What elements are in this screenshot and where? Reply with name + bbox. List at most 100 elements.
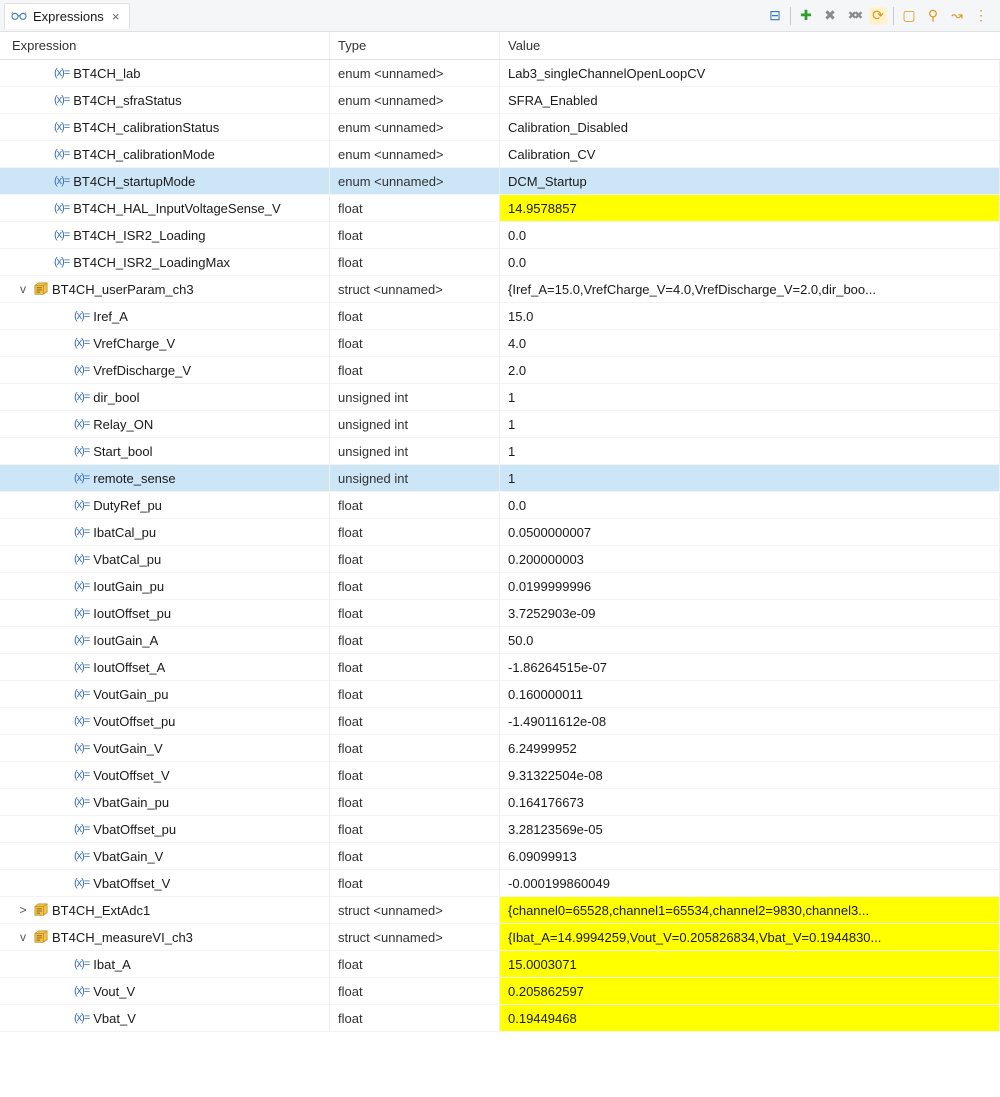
cell-expression[interactable]: (x)=Relay_ON [0, 411, 330, 437]
table-row[interactable]: (x)=Start_boolunsigned int1 [0, 438, 1000, 465]
cell-expression[interactable]: (x)=VbatOffset_pu [0, 816, 330, 842]
cell-value[interactable]: 50.0 [500, 627, 1000, 653]
cell-expression[interactable]: (x)=VoutGain_V [0, 735, 330, 761]
collapse-icon[interactable]: v [16, 930, 30, 944]
cell-expression[interactable]: >BT4CH_ExtAdc1 [0, 897, 330, 923]
cell-expression[interactable]: (x)=VrefDischarge_V [0, 357, 330, 383]
table-row[interactable]: (x)=VbatGain_Vfloat6.09099913 [0, 843, 1000, 870]
table-row[interactable]: (x)=Vbat_Vfloat0.19449468 [0, 1005, 1000, 1032]
cell-expression[interactable]: (x)=IbatCal_pu [0, 519, 330, 545]
cell-expression[interactable]: (x)=BT4CH_calibrationMode [0, 141, 330, 167]
cell-value[interactable]: {channel0=65528,channel1=65534,channel2=… [500, 897, 1000, 923]
cell-value[interactable]: SFRA_Enabled [500, 87, 1000, 113]
table-row[interactable]: (x)=VbatOffset_pufloat3.28123569e-05 [0, 816, 1000, 843]
cell-value[interactable]: 15.0 [500, 303, 1000, 329]
cell-value[interactable]: 1 [500, 465, 1000, 491]
table-row[interactable]: (x)=DutyRef_pufloat0.0 [0, 492, 1000, 519]
cell-value[interactable]: 0.0 [500, 249, 1000, 275]
table-row[interactable]: (x)=BT4CH_calibrationModeenum <unnamed>C… [0, 141, 1000, 168]
cell-value[interactable]: 14.9578857 [500, 195, 1000, 221]
table-row[interactable]: (x)=VoutGain_pufloat0.160000011 [0, 681, 1000, 708]
cell-value[interactable]: Lab3_singleChannelOpenLoopCV [500, 60, 1000, 86]
table-row[interactable]: (x)=VbatOffset_Vfloat-0.000199860049 [0, 870, 1000, 897]
cell-value[interactable]: DCM_Startup [500, 168, 1000, 194]
table-row[interactable]: (x)=VrefDischarge_Vfloat2.0 [0, 357, 1000, 384]
cell-value[interactable]: 0.0199999996 [500, 573, 1000, 599]
new-view-icon[interactable]: ▢ [900, 7, 918, 25]
cell-value[interactable]: Calibration_CV [500, 141, 1000, 167]
header-type[interactable]: Type [330, 32, 500, 59]
cell-value[interactable]: 0.200000003 [500, 546, 1000, 572]
tab-close-icon[interactable]: × [110, 9, 120, 24]
table-row[interactable]: (x)=IoutGain_pufloat0.0199999996 [0, 573, 1000, 600]
cell-expression[interactable]: (x)=VoutOffset_pu [0, 708, 330, 734]
cell-expression[interactable]: (x)=VbatOffset_V [0, 870, 330, 896]
cell-value[interactable]: 3.28123569e-05 [500, 816, 1000, 842]
cell-expression[interactable]: (x)=IoutOffset_pu [0, 600, 330, 626]
cell-expression[interactable]: (x)=IoutGain_pu [0, 573, 330, 599]
cell-expression[interactable]: (x)=VoutOffset_V [0, 762, 330, 788]
view-menu-icon[interactable]: ⋮ [972, 7, 990, 25]
table-row[interactable]: vBT4CH_userParam_ch3struct <unnamed>{Ire… [0, 276, 1000, 303]
table-row[interactable]: >BT4CH_ExtAdc1struct <unnamed>{channel0=… [0, 897, 1000, 924]
table-row[interactable]: (x)=Vout_Vfloat0.205862597 [0, 978, 1000, 1005]
table-row[interactable]: (x)=dir_boolunsigned int1 [0, 384, 1000, 411]
table-row[interactable]: (x)=BT4CH_startupModeenum <unnamed>DCM_S… [0, 168, 1000, 195]
table-row[interactable]: (x)=BT4CH_calibrationStatusenum <unnamed… [0, 114, 1000, 141]
table-row[interactable]: (x)=remote_senseunsigned int1 [0, 465, 1000, 492]
add-expression-icon[interactable]: ✚ [797, 7, 815, 25]
cell-expression[interactable]: vBT4CH_userParam_ch3 [0, 276, 330, 302]
cell-value[interactable]: -1.86264515e-07 [500, 654, 1000, 680]
remove-expression-icon[interactable]: ✖ [821, 7, 839, 25]
table-row[interactable]: (x)=BT4CH_ISR2_LoadingMaxfloat0.0 [0, 249, 1000, 276]
table-row[interactable]: (x)=Ibat_Afloat15.0003071 [0, 951, 1000, 978]
cell-expression[interactable]: (x)=VbatCal_pu [0, 546, 330, 572]
link-icon[interactable]: ↝ [948, 7, 966, 25]
cell-value[interactable]: 0.19449468 [500, 1005, 1000, 1031]
cell-value[interactable]: Calibration_Disabled [500, 114, 1000, 140]
cell-value[interactable]: 2.0 [500, 357, 1000, 383]
table-row[interactable]: (x)=IoutOffset_Afloat-1.86264515e-07 [0, 654, 1000, 681]
cell-expression[interactable]: (x)=dir_bool [0, 384, 330, 410]
cell-expression[interactable]: (x)=BT4CH_ISR2_LoadingMax [0, 249, 330, 275]
collapse-all-icon[interactable]: ⊟ [766, 7, 784, 25]
cell-expression[interactable]: (x)=Ibat_A [0, 951, 330, 977]
cell-value[interactable]: 0.164176673 [500, 789, 1000, 815]
cell-expression[interactable]: (x)=IoutOffset_A [0, 654, 330, 680]
cell-expression[interactable]: (x)=VoutGain_pu [0, 681, 330, 707]
cell-expression[interactable]: (x)=DutyRef_pu [0, 492, 330, 518]
cell-value[interactable]: 1 [500, 411, 1000, 437]
table-row[interactable]: (x)=VoutOffset_Vfloat9.31322504e-08 [0, 762, 1000, 789]
table-row[interactable]: (x)=Relay_ONunsigned int1 [0, 411, 1000, 438]
cell-expression[interactable]: (x)=remote_sense [0, 465, 330, 491]
cell-value[interactable]: -1.49011612e-08 [500, 708, 1000, 734]
cell-expression[interactable]: (x)=BT4CH_sfraStatus [0, 87, 330, 113]
table-row[interactable]: (x)=BT4CH_sfraStatusenum <unnamed>SFRA_E… [0, 87, 1000, 114]
tab-expressions[interactable]: Expressions × [4, 3, 130, 29]
table-row[interactable]: (x)=BT4CH_HAL_InputVoltageSense_Vfloat14… [0, 195, 1000, 222]
pin-icon[interactable]: ⚲ [924, 7, 942, 25]
cell-expression[interactable]: vBT4CH_measureVI_ch3 [0, 924, 330, 950]
cell-expression[interactable]: (x)=VrefCharge_V [0, 330, 330, 356]
table-row[interactable]: (x)=VbatCal_pufloat0.200000003 [0, 546, 1000, 573]
cell-expression[interactable]: (x)=Vbat_V [0, 1005, 330, 1031]
table-row[interactable]: (x)=VoutGain_Vfloat6.24999952 [0, 735, 1000, 762]
header-expression[interactable]: Expression [0, 32, 330, 59]
table-row[interactable]: (x)=BT4CH_ISR2_Loadingfloat0.0 [0, 222, 1000, 249]
cell-expression[interactable]: (x)=IoutGain_A [0, 627, 330, 653]
cell-value[interactable]: {Iref_A=15.0,VrefCharge_V=4.0,VrefDischa… [500, 276, 1000, 302]
cell-expression[interactable]: (x)=Start_bool [0, 438, 330, 464]
table-row[interactable]: (x)=IbatCal_pufloat0.0500000007 [0, 519, 1000, 546]
cell-value[interactable]: 0.0 [500, 492, 1000, 518]
table-row[interactable]: (x)=BT4CH_labenum <unnamed>Lab3_singleCh… [0, 60, 1000, 87]
cell-expression[interactable]: (x)=VbatGain_V [0, 843, 330, 869]
cell-expression[interactable]: (x)=BT4CH_calibrationStatus [0, 114, 330, 140]
table-row[interactable]: (x)=IoutGain_Afloat50.0 [0, 627, 1000, 654]
cell-value[interactable]: 6.24999952 [500, 735, 1000, 761]
table-row[interactable]: (x)=VrefCharge_Vfloat4.0 [0, 330, 1000, 357]
table-row[interactable]: (x)=IoutOffset_pufloat3.7252903e-09 [0, 600, 1000, 627]
cell-value[interactable]: 0.205862597 [500, 978, 1000, 1004]
table-row[interactable]: (x)=VoutOffset_pufloat-1.49011612e-08 [0, 708, 1000, 735]
cell-expression[interactable]: (x)=BT4CH_HAL_InputVoltageSense_V [0, 195, 330, 221]
cell-value[interactable]: 6.09099913 [500, 843, 1000, 869]
